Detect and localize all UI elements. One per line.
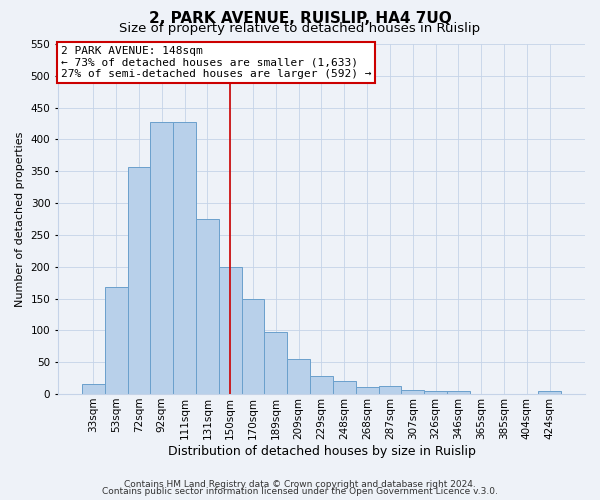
Bar xyxy=(105,287,128,394)
Bar xyxy=(287,359,310,394)
Bar xyxy=(538,392,561,394)
Bar xyxy=(151,122,173,394)
Bar xyxy=(128,167,151,394)
Text: 2, PARK AVENUE, RUISLIP, HA4 7UQ: 2, PARK AVENUE, RUISLIP, HA4 7UQ xyxy=(149,11,451,26)
Text: Size of property relative to detached houses in Ruislip: Size of property relative to detached ho… xyxy=(119,22,481,35)
X-axis label: Distribution of detached houses by size in Ruislip: Distribution of detached houses by size … xyxy=(167,444,475,458)
Bar xyxy=(219,267,242,394)
Text: Contains public sector information licensed under the Open Government Licence v.: Contains public sector information licen… xyxy=(102,487,498,496)
Bar xyxy=(310,376,333,394)
Bar xyxy=(242,298,265,394)
Bar xyxy=(447,392,470,394)
Bar xyxy=(379,386,401,394)
Bar xyxy=(173,122,196,394)
Text: Contains HM Land Registry data © Crown copyright and database right 2024.: Contains HM Land Registry data © Crown c… xyxy=(124,480,476,489)
Y-axis label: Number of detached properties: Number of detached properties xyxy=(15,132,25,306)
Bar xyxy=(196,219,219,394)
Bar xyxy=(424,391,447,394)
Bar xyxy=(265,332,287,394)
Bar xyxy=(356,387,379,394)
Bar xyxy=(401,390,424,394)
Bar xyxy=(82,384,105,394)
Text: 2 PARK AVENUE: 148sqm
← 73% of detached houses are smaller (1,633)
27% of semi-d: 2 PARK AVENUE: 148sqm ← 73% of detached … xyxy=(61,46,371,79)
Bar xyxy=(333,382,356,394)
